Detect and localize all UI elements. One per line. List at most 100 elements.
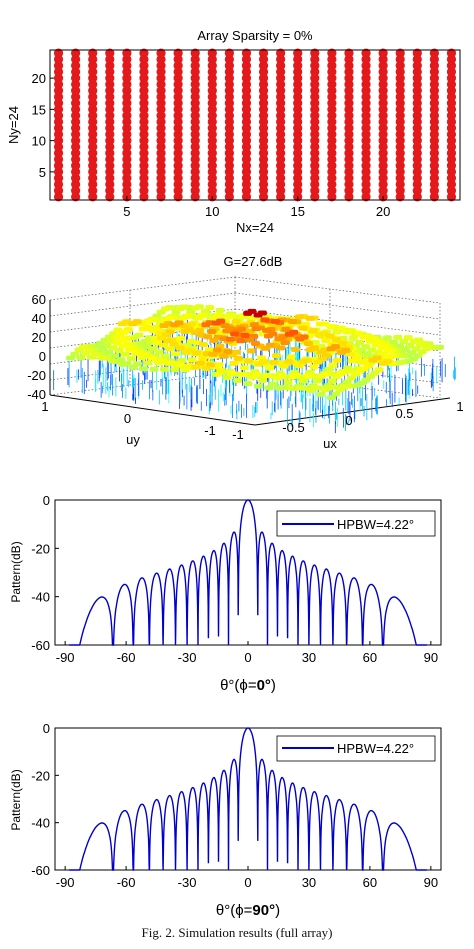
surface-patch bbox=[165, 346, 174, 352]
surface-patch bbox=[298, 378, 308, 384]
surface-patch bbox=[345, 351, 355, 357]
array-layout-y-ticks: 5 10 15 20 bbox=[32, 71, 54, 180]
surface-patch bbox=[215, 307, 225, 313]
surface-patch bbox=[262, 372, 272, 378]
surface-patch bbox=[125, 346, 135, 352]
surface-patch bbox=[294, 314, 304, 320]
array-element-marker bbox=[327, 48, 337, 58]
surface-patch bbox=[117, 321, 127, 327]
surface-patch bbox=[309, 328, 318, 334]
surface-patch bbox=[377, 345, 387, 351]
surface-patch bbox=[171, 351, 181, 357]
pattern-phi90-x-label-close: ) bbox=[275, 902, 280, 919]
surface-patch bbox=[399, 339, 409, 345]
surface-ux-ticks: -1 -0.5 0 0.5 1 bbox=[232, 399, 463, 442]
surface-patch bbox=[321, 337, 331, 343]
surface-patch bbox=[327, 378, 337, 384]
surface-patch bbox=[187, 357, 197, 363]
array-element-marker bbox=[207, 48, 217, 58]
surface-uy-ticks: 1 0 -1 bbox=[41, 399, 215, 438]
surface-z-tick-label: 20 bbox=[32, 330, 46, 345]
surface-patch bbox=[198, 342, 208, 348]
pattern-x-tick-label: -30 bbox=[178, 650, 197, 665]
surface-patch bbox=[288, 318, 298, 324]
surface-patch bbox=[409, 338, 419, 344]
surface-patch bbox=[212, 371, 222, 377]
surface-patch bbox=[118, 361, 128, 367]
surface-patch bbox=[342, 329, 352, 335]
surface-patch bbox=[118, 343, 128, 349]
surface-patch bbox=[138, 326, 148, 332]
surface-patch bbox=[303, 341, 313, 347]
surface-patch bbox=[332, 373, 342, 379]
surface-patch bbox=[298, 358, 308, 364]
array-element-marker bbox=[190, 48, 200, 58]
pattern-y-tick-label: -20 bbox=[31, 541, 50, 556]
surface-patch bbox=[353, 330, 363, 336]
surface-patch bbox=[219, 353, 228, 359]
surface-patch bbox=[220, 323, 230, 329]
surface-patch bbox=[306, 387, 316, 393]
array-x-tick-label: 5 bbox=[123, 204, 130, 219]
surface-patch bbox=[271, 353, 281, 359]
surface-patch bbox=[403, 335, 413, 341]
surface-patch bbox=[208, 351, 218, 357]
array-layout-chart: Array Sparsity = 0% 5 10 15 20 5 10 15 20 Nx=2… bbox=[6, 28, 461, 235]
surface-uy-tick-label: 1 bbox=[41, 399, 48, 414]
gain-surface-title: G=27.6dB bbox=[224, 254, 283, 269]
pattern-phi0-ticks: -90 -60 -30 0 30 60 90 0 -20 -40 -60 bbox=[31, 493, 438, 665]
array-element-marker bbox=[105, 48, 115, 58]
surface-patch bbox=[175, 306, 185, 312]
surface-patch bbox=[229, 360, 239, 366]
surface-patch bbox=[194, 315, 204, 321]
surface-patch bbox=[320, 387, 330, 393]
surface-patch bbox=[325, 333, 335, 339]
pattern-x-tick-label: 30 bbox=[302, 650, 316, 665]
surface-patch bbox=[316, 391, 326, 397]
surface-patch bbox=[147, 355, 157, 361]
surface-patch bbox=[139, 366, 149, 372]
surface-patch bbox=[285, 385, 295, 391]
pattern-y-tick-label: -20 bbox=[31, 768, 50, 783]
array-element-marker bbox=[241, 48, 252, 58]
surface-patch bbox=[244, 337, 254, 343]
array-y-tick-label: 20 bbox=[32, 71, 46, 86]
array-element-marker bbox=[173, 48, 183, 58]
pattern-phi90-legend-label: HPBW=4.22° bbox=[337, 741, 414, 756]
surface-patch bbox=[302, 373, 312, 379]
surface-patch bbox=[154, 349, 164, 355]
surface-patch bbox=[243, 380, 253, 386]
surface-patch bbox=[415, 342, 425, 348]
surface-patch bbox=[309, 364, 319, 370]
surface-patch bbox=[163, 338, 173, 344]
pattern-phi90-line bbox=[69, 727, 427, 871]
array-layout-title: Array Sparsity = 0% bbox=[197, 28, 313, 43]
surface-patch bbox=[280, 340, 290, 346]
surface-patch bbox=[337, 350, 347, 356]
pattern-phi90-y-label: Pattern(dB) bbox=[9, 769, 23, 830]
pattern-x-tick-label: 60 bbox=[363, 650, 377, 665]
surface-patch bbox=[233, 355, 243, 361]
surface-patch bbox=[346, 375, 356, 381]
surface-patch bbox=[286, 354, 296, 360]
surface-patch bbox=[258, 377, 268, 383]
surface-patch bbox=[114, 348, 124, 354]
surface-patch bbox=[313, 359, 323, 365]
pattern-x-tick-label: -90 bbox=[56, 875, 75, 890]
pattern-x-tick-label: 0 bbox=[244, 875, 251, 890]
surface-patch bbox=[222, 328, 232, 334]
surface-patch bbox=[317, 373, 327, 379]
surface-patch bbox=[233, 377, 243, 383]
pattern-y-tick-label: 0 bbox=[43, 493, 50, 508]
surface-patch bbox=[331, 391, 341, 397]
surface-patch bbox=[260, 317, 270, 323]
array-element-marker bbox=[395, 48, 405, 58]
surface-patch bbox=[76, 355, 86, 361]
array-element-marker bbox=[139, 48, 149, 58]
pattern-x-tick-label: -30 bbox=[178, 875, 197, 890]
pattern-x-tick-label: 90 bbox=[424, 875, 438, 890]
array-x-tick-label: 15 bbox=[290, 204, 304, 219]
surface-patch bbox=[257, 355, 267, 361]
surface-patch bbox=[247, 374, 257, 380]
surface-patch bbox=[74, 347, 84, 353]
